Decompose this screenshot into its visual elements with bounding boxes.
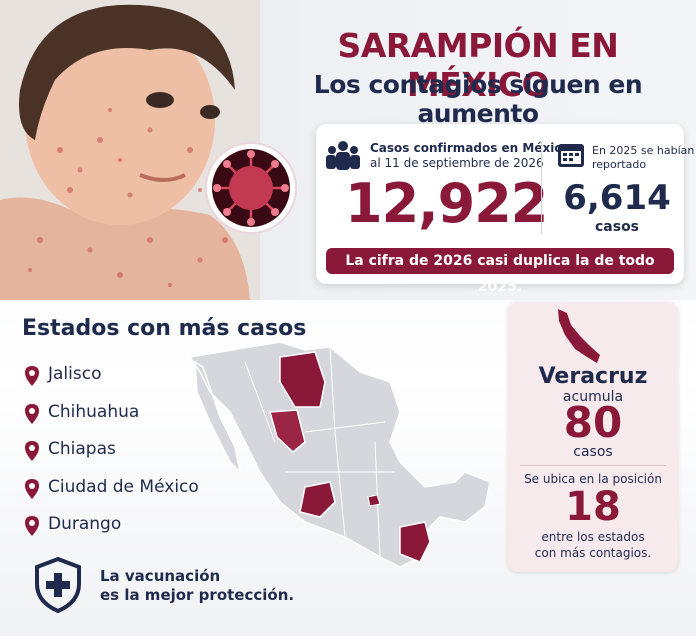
pin-icon <box>25 366 39 386</box>
divider <box>520 465 666 466</box>
title: SARAMPIÓN EN MÉXICO <box>337 26 619 104</box>
veracruz-verb: acumula <box>562 389 624 405</box>
comparison-note: La cifra de 2026 casi duplica la de todo… <box>326 248 674 295</box>
rank-note-2: con más contagios. <box>534 546 652 560</box>
rank-note: entre los estados <box>541 530 645 544</box>
virus-icon <box>205 142 297 234</box>
state-name: Jalisco <box>48 364 102 384</box>
subtitle: Los contagios siguen en aumento <box>313 70 643 128</box>
shield-icon <box>35 556 81 614</box>
confirmed-label: Casos confirmados en México <box>370 141 570 155</box>
rank-value: 18 <box>565 484 621 530</box>
veracruz-shape <box>558 309 600 363</box>
state-name: Chihuahua <box>48 401 140 422</box>
prev-label: En 2025 se habían <box>592 144 695 157</box>
veracruz-card <box>508 302 678 572</box>
pin-icon <box>25 478 39 499</box>
pin-icon <box>25 403 39 424</box>
states-title: Estados con más casos <box>22 316 307 341</box>
prev-value: 6,614 <box>563 178 671 218</box>
confirmed-value: 12,922 <box>345 172 548 235</box>
state-name: Durango <box>48 514 122 534</box>
footer-line-2: es la mejor protección. <box>100 586 295 604</box>
rank-text: Se ubica en la posición <box>524 472 662 486</box>
child-photo <box>0 0 260 300</box>
divider <box>541 142 542 234</box>
veracruz-unit: casos <box>573 444 613 460</box>
pin-icon <box>25 441 39 461</box>
footer-line: La vacunación <box>100 567 221 585</box>
confirmed-date: al 11 de septiembre de 2026 <box>370 156 544 170</box>
veracruz-name: Veracruz <box>538 364 648 389</box>
people-icon <box>326 141 360 170</box>
calendar-icon <box>558 144 584 167</box>
prev-unit: casos <box>594 219 640 235</box>
prev-label-2: reportado <box>592 158 647 171</box>
state-name: Chiapas <box>48 439 116 459</box>
pin-icon <box>25 516 39 536</box>
state-name: Ciudad de México <box>48 476 199 497</box>
mexico-map <box>188 341 491 568</box>
veracruz-cases: 80 <box>563 398 623 447</box>
